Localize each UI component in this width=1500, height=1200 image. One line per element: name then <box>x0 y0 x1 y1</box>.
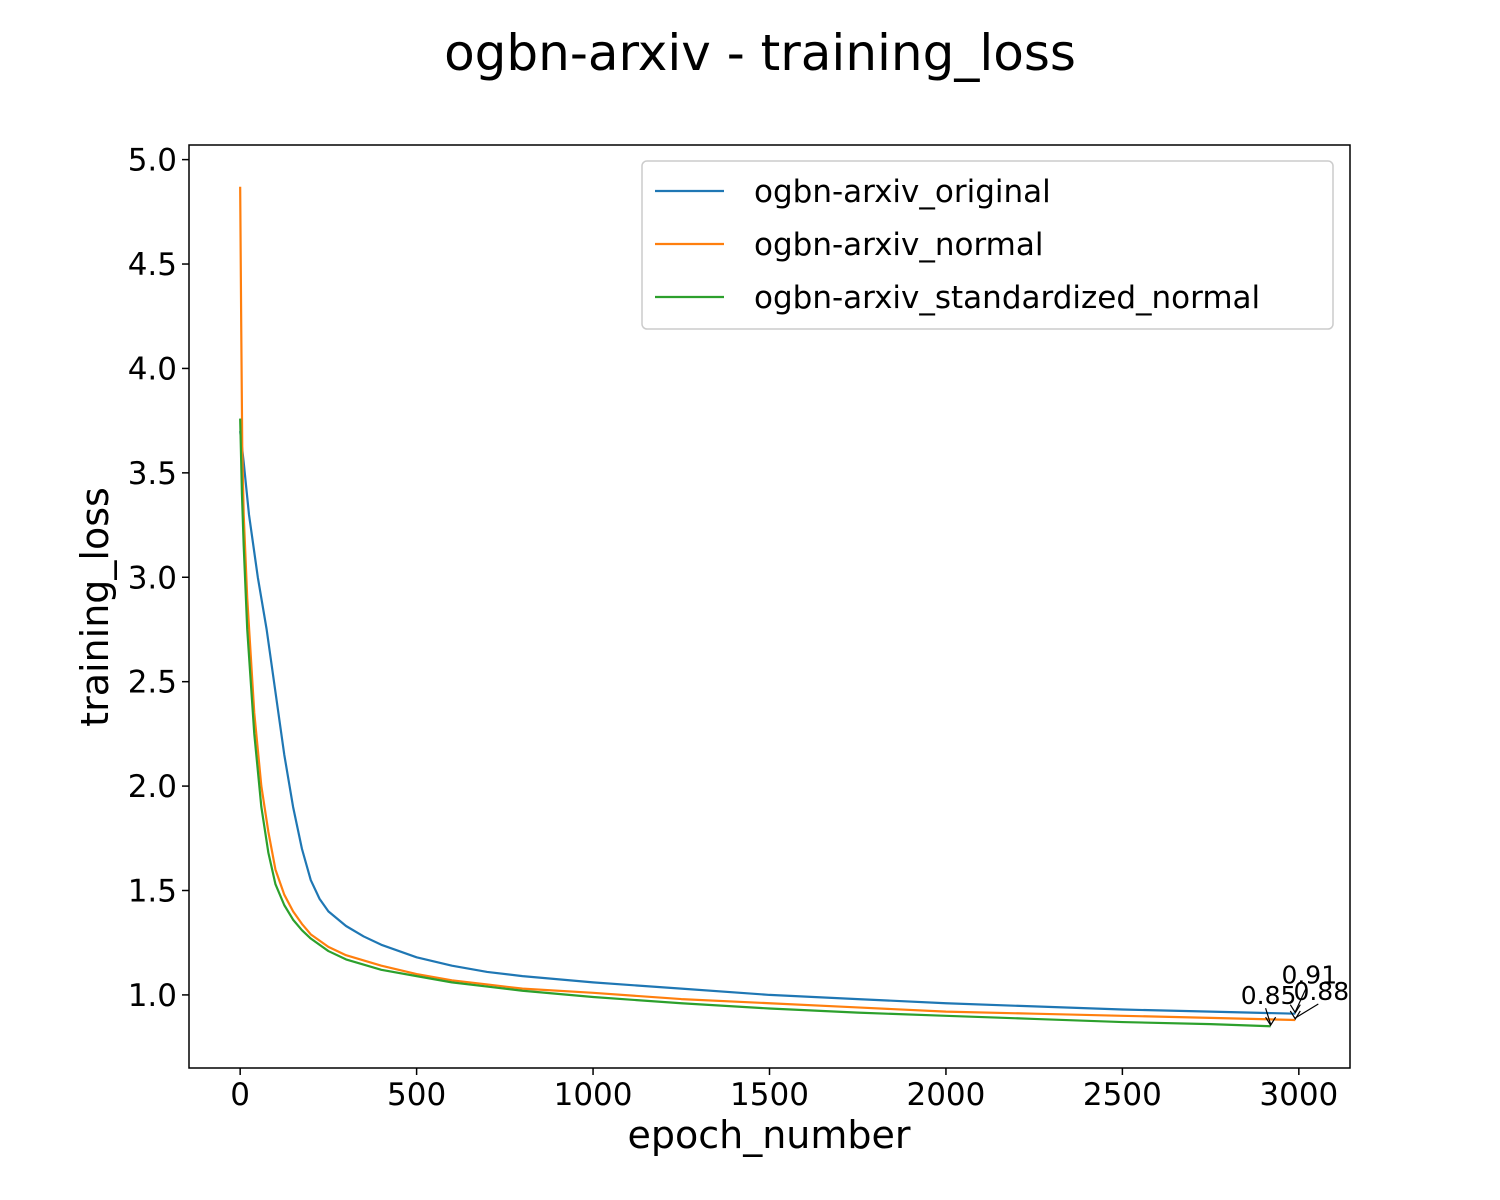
x-tick-label: 2000 <box>906 1077 985 1113</box>
legend: ogbn-arxiv_original ogbn-arxiv_normalogbn… <box>641 160 1334 330</box>
legend-label-1: ogbn-arxiv_normal <box>754 227 1044 263</box>
annotation-label: 0.91 <box>1281 961 1337 990</box>
y-tick-label: 1.5 <box>128 874 177 910</box>
y-tick-label: 1.0 <box>128 978 177 1014</box>
legend-label-0: ogbn-arxiv_original <box>754 174 1051 210</box>
x-axis-label: epoch_number <box>627 1113 910 1157</box>
series-line-1 <box>239 186 1296 1022</box>
annotations: 0.910.880.85 <box>1241 961 1349 1027</box>
y-tick-label: 2.5 <box>128 665 177 701</box>
annotation-label: 0.85 <box>1241 981 1297 1010</box>
x-tick-label: 3000 <box>1259 1077 1338 1113</box>
legend-label-2: ogbn-arxiv_standardized_normal <box>754 280 1260 316</box>
annotation-arrow-shaft <box>1294 987 1307 1012</box>
y-tick-label: 3.0 <box>128 560 177 596</box>
y-tick-label: 4.0 <box>128 351 177 387</box>
y-tick-label: 3.5 <box>128 456 177 492</box>
x-axis: 0 500 1000 1500 2000 2500 3000 <box>230 1068 1338 1113</box>
y-tick-label: 5.0 <box>128 143 177 179</box>
y-tick-label: 2.0 <box>128 769 177 805</box>
annotation-arrow-head <box>1289 1010 1301 1021</box>
chart-title: ogbn-arxiv - training_loss <box>444 24 1076 82</box>
legend-box <box>641 160 1334 330</box>
y-axis: 1.0 1.5 2.0 2.5 3.0 3.5 4.0 4.5 5.0 <box>128 143 189 1014</box>
x-tick-label: 0 <box>230 1077 250 1113</box>
series-line-0 <box>239 430 1296 1015</box>
annotation-arrow-head <box>1265 1016 1277 1027</box>
series-line-2 <box>239 418 1271 1028</box>
x-tick-label: 500 <box>387 1077 446 1113</box>
x-tick-label: 1000 <box>554 1077 633 1113</box>
annotation-label: 0.88 <box>1293 977 1349 1006</box>
plot-area <box>239 186 1296 1028</box>
annotation-arrow-head <box>1289 1004 1301 1014</box>
annotation-arrow-shaft <box>1265 1008 1272 1025</box>
x-tick-label: 1500 <box>730 1077 809 1113</box>
annotation-arrow-shaft <box>1294 1003 1319 1019</box>
x-tick-label: 2500 <box>1083 1077 1162 1113</box>
y-axis-label: training_loss <box>73 487 117 727</box>
y-tick-label: 4.5 <box>128 247 177 283</box>
